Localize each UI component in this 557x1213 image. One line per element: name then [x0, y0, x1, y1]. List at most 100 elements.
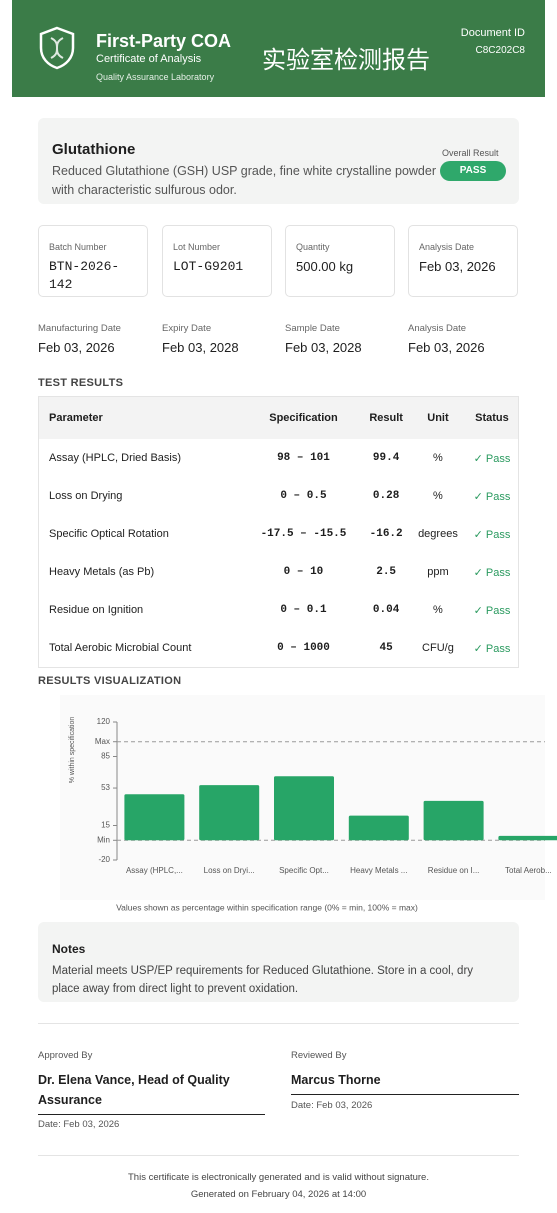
date-item: Sample Date Feb 03, 2028	[285, 323, 400, 355]
date-value: Feb 03, 2026	[408, 340, 485, 355]
column-header: Status	[465, 396, 519, 439]
status: Pass	[466, 553, 519, 591]
result-label: Overall Result	[442, 148, 499, 158]
unit: %	[433, 604, 443, 616]
bar	[498, 835, 557, 841]
parameter: Total Aerobic Microbial Count	[49, 642, 192, 654]
status: Pass	[466, 591, 519, 629]
footer-disclaimer: This certificate is electronically gener…	[128, 1172, 429, 1183]
footer-generated: Generated on February 04, 2026 at 14:00	[190, 1189, 367, 1200]
parameter: Heavy Metals (as Pb)	[49, 566, 155, 578]
product-card	[38, 118, 519, 204]
bar	[274, 776, 334, 841]
info-label: Quantity	[296, 242, 330, 252]
header-organization: Quality Assurance Laboratory	[96, 72, 215, 82]
document-id-label: Document ID	[460, 27, 525, 39]
unit: CFU/g	[422, 642, 454, 654]
section-heading: TEST RESULTS	[38, 377, 124, 389]
status: Pass	[466, 515, 519, 553]
x-tick-label: Assay (HPLC,...	[126, 866, 183, 875]
result-badge: PASS	[440, 161, 506, 181]
y-axis-label: % within specification	[69, 717, 76, 784]
date-label: Manufacturing Date	[38, 323, 121, 334]
signature-name: Marcus Thorne	[291, 1070, 519, 1095]
date-label: Analysis Date	[408, 323, 467, 334]
results-table: Parameter Specification Result Unit Status As…	[38, 396, 519, 668]
signature-name: Dr. Elena Vance, Head of Quality Assuran…	[38, 1070, 265, 1115]
header-title: First-Party COA	[96, 31, 232, 51]
column-header: Specification	[244, 396, 363, 439]
info-label: Batch Number	[49, 242, 107, 252]
y-tick-label: Max	[95, 737, 110, 746]
notes-card	[38, 922, 519, 1002]
x-tick-label: Total Aerob...	[505, 866, 552, 875]
info-card: Lot Number LOT-G9201	[162, 225, 272, 297]
x-tick-label: Residue on I...	[428, 866, 480, 875]
section-heading: RESULTS VISUALIZATION	[38, 675, 182, 687]
info-label: Lot Number	[173, 242, 221, 252]
result-row: Heavy Metals (as Pb) 0 – 10 2.5 ppm Pass	[39, 553, 519, 591]
result: 0.04	[372, 604, 400, 616]
result-row: Residue on Ignition 0 – 0.1 0.04% Pass	[39, 591, 519, 629]
specification: 0 – 0.1	[280, 604, 327, 616]
info-card: Batch Number BTN-2026-142	[38, 225, 148, 297]
notes-text: Material meets USP/EP requirements for R…	[52, 965, 474, 995]
y-tick-label: 15	[101, 821, 110, 830]
info-value: 500.00 kg	[296, 259, 354, 274]
divider	[38, 1155, 519, 1156]
divider	[38, 1023, 519, 1024]
parameter: Residue on Ignition	[49, 604, 144, 616]
status: Pass	[466, 477, 519, 515]
info-card: Analysis Date Feb 03, 2026	[408, 225, 518, 297]
parameter: Assay (HPLC, Dried Basis)	[49, 452, 182, 464]
unit: degrees	[418, 528, 458, 540]
unit: %	[433, 490, 443, 502]
signature-date: Date: Feb 03, 2026	[38, 1119, 120, 1130]
product-description: Reduced Glutathione (GSH) USP grade, fin…	[52, 164, 436, 197]
date-label: Expiry Date	[162, 323, 212, 334]
unit: ppm	[427, 566, 449, 578]
specification: -17.5 – -15.5	[260, 528, 347, 540]
status: Pass	[466, 629, 519, 668]
result: 0.28	[372, 490, 400, 502]
header: First-Party COA Certificate of Analysis …	[12, 0, 545, 97]
notes-title: Notes	[52, 942, 86, 956]
result: 99.4	[372, 452, 400, 464]
signature-role: Reviewed By	[291, 1050, 347, 1061]
result-row: Total Aerobic Microbial Count 0 – 1000 45 C…	[39, 629, 519, 668]
specification: 0 – 1000	[277, 642, 330, 654]
specification: 0 – 10	[283, 566, 324, 578]
parameter: Loss on Drying	[49, 490, 123, 502]
info-label: Analysis Date	[419, 242, 475, 252]
status: Pass	[466, 439, 519, 477]
result-row: Loss on Drying 0 – 0.5 0.28% Pass	[39, 477, 519, 515]
x-tick-label: Specific Opt...	[279, 866, 329, 875]
bar	[124, 794, 185, 841]
result-row: Assay (HPLC, Dried Basis) 98 – 101 99.4% Pa…	[39, 439, 519, 477]
result-row: Specific Optical Rotation -17.5 – -15.5 -1…	[39, 515, 519, 553]
specification: 0 – 0.5	[280, 490, 327, 502]
header-row: Parameter Specification Result Unit Status	[38, 396, 519, 439]
product-name: Glutathione	[52, 141, 136, 158]
date-value: Feb 03, 2028	[285, 340, 362, 355]
y-tick-label: 53	[101, 783, 110, 792]
bar	[423, 800, 484, 841]
info-value: Feb 03, 2026	[419, 259, 496, 274]
date-value: Feb 03, 2026	[38, 340, 115, 355]
result: 2.5	[376, 566, 397, 578]
y-tick-label: 85	[101, 752, 110, 761]
date-value: Feb 03, 2028	[162, 340, 239, 355]
y-tick-label: -20	[98, 855, 110, 864]
specification: 98 – 101	[277, 452, 330, 464]
signature-date: Date: Feb 03, 2026	[291, 1100, 373, 1111]
date-item: Manufacturing Date Feb 03, 2026	[38, 323, 153, 355]
header-subtitle: Certificate of Analysis	[96, 53, 202, 65]
signature-role: Approved By	[38, 1050, 93, 1061]
y-tick-label: 120	[97, 717, 111, 726]
date-label: Sample Date	[285, 323, 340, 334]
unit: %	[433, 452, 443, 464]
x-tick-label: Heavy Metals ...	[350, 866, 407, 875]
result: -16.2	[369, 528, 403, 540]
